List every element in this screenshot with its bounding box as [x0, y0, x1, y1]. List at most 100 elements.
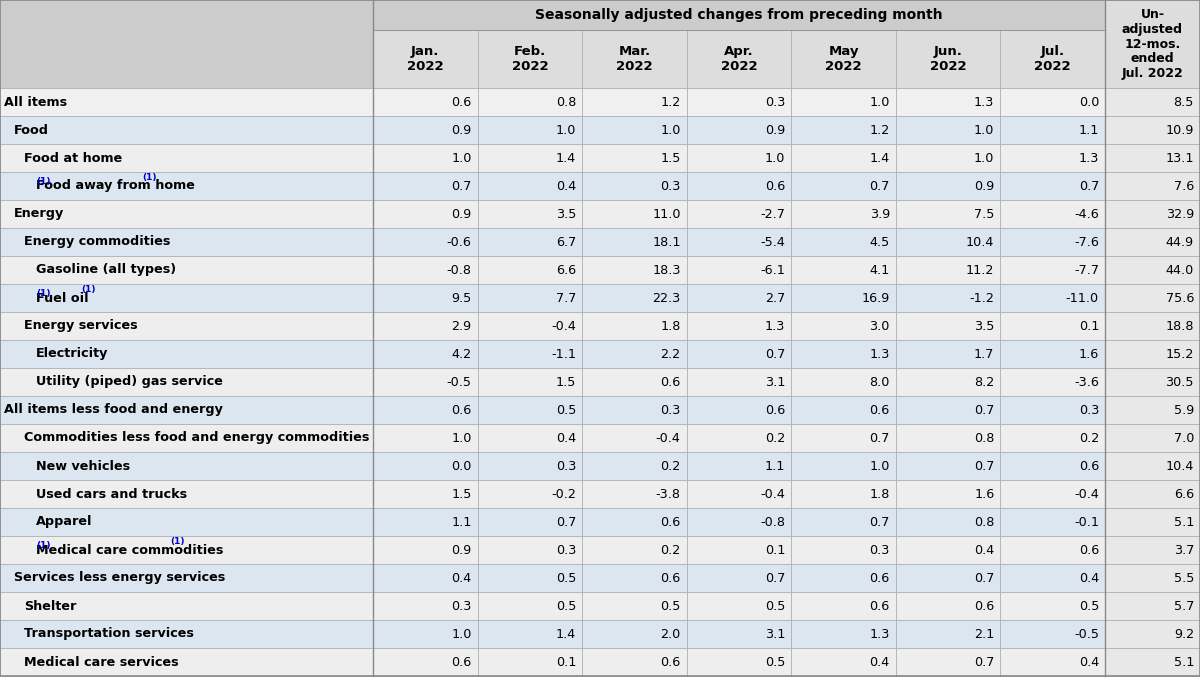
- Bar: [0, 396, 373, 424]
- Bar: [373, 88, 478, 116]
- Bar: [373, 340, 478, 368]
- Bar: [896, 312, 1001, 340]
- Text: 10.4: 10.4: [1165, 459, 1194, 473]
- Bar: [1001, 256, 1105, 284]
- Text: 1.0: 1.0: [556, 124, 576, 137]
- Bar: [1105, 368, 1200, 396]
- Text: 0.5: 0.5: [764, 655, 785, 669]
- Bar: [478, 88, 582, 116]
- Text: 1.4: 1.4: [556, 151, 576, 165]
- Bar: [1001, 200, 1105, 228]
- Bar: [478, 648, 582, 676]
- Text: 0.6: 0.6: [451, 655, 472, 669]
- Text: -7.6: -7.6: [1074, 235, 1099, 248]
- Bar: [582, 452, 686, 480]
- Text: 0.1: 0.1: [1079, 320, 1099, 332]
- Text: 0.7: 0.7: [870, 179, 890, 193]
- Bar: [0, 0, 373, 88]
- Text: 0.7: 0.7: [764, 348, 785, 360]
- Bar: [686, 172, 791, 200]
- Bar: [1001, 368, 1105, 396]
- Text: 7.7: 7.7: [556, 292, 576, 304]
- Text: 0.6: 0.6: [660, 655, 680, 669]
- Text: 1.3: 1.3: [764, 320, 785, 332]
- Text: 0.6: 0.6: [766, 403, 785, 417]
- Text: 1.0: 1.0: [451, 431, 472, 445]
- Bar: [791, 340, 896, 368]
- Text: Jul.
2022: Jul. 2022: [1034, 45, 1072, 73]
- Bar: [1001, 30, 1105, 88]
- Text: 3.7: 3.7: [1174, 544, 1194, 556]
- Bar: [1001, 508, 1105, 536]
- Text: Mar.
2022: Mar. 2022: [616, 45, 653, 73]
- Text: 1.8: 1.8: [660, 320, 680, 332]
- Bar: [1105, 480, 1200, 508]
- Bar: [1105, 284, 1200, 312]
- Text: 1.1: 1.1: [451, 516, 472, 528]
- Text: (1): (1): [170, 537, 185, 546]
- Text: 2.2: 2.2: [660, 348, 680, 360]
- Bar: [373, 620, 478, 648]
- Text: 1.0: 1.0: [764, 151, 785, 165]
- Text: -0.8: -0.8: [761, 516, 785, 528]
- Bar: [791, 256, 896, 284]
- Text: -0.5: -0.5: [446, 376, 472, 389]
- Text: -0.2: -0.2: [551, 487, 576, 500]
- Bar: [686, 536, 791, 564]
- Bar: [686, 480, 791, 508]
- Text: 0.9: 0.9: [974, 179, 995, 193]
- Bar: [791, 396, 896, 424]
- Bar: [896, 564, 1001, 592]
- Text: Food at home: Food at home: [24, 151, 122, 165]
- Bar: [0, 564, 373, 592]
- Text: 1.4: 1.4: [556, 628, 576, 641]
- Bar: [373, 144, 478, 172]
- Text: 0.0: 0.0: [451, 459, 472, 473]
- Text: 18.3: 18.3: [653, 264, 680, 276]
- Text: Fuel oil: Fuel oil: [36, 292, 89, 304]
- Text: Feb.
2022: Feb. 2022: [511, 45, 548, 73]
- Text: 0.7: 0.7: [870, 516, 890, 528]
- Bar: [1105, 88, 1200, 116]
- Bar: [373, 312, 478, 340]
- Bar: [478, 396, 582, 424]
- Bar: [1105, 452, 1200, 480]
- Bar: [896, 340, 1001, 368]
- Text: Energy: Energy: [14, 207, 65, 221]
- Text: 1.7: 1.7: [974, 348, 995, 360]
- Text: Services less energy services: Services less energy services: [14, 572, 226, 584]
- Text: 44.9: 44.9: [1166, 235, 1194, 248]
- Text: 0.4: 0.4: [1079, 572, 1099, 584]
- Text: 0.4: 0.4: [556, 179, 576, 193]
- Text: -3.8: -3.8: [655, 487, 680, 500]
- Bar: [478, 536, 582, 564]
- Bar: [1105, 536, 1200, 564]
- Bar: [478, 144, 582, 172]
- Bar: [686, 312, 791, 340]
- Text: 0.9: 0.9: [451, 207, 472, 221]
- Bar: [0, 452, 373, 480]
- Text: All items less food and energy: All items less food and energy: [4, 403, 223, 417]
- Text: -5.4: -5.4: [761, 235, 785, 248]
- Text: 0.7: 0.7: [764, 572, 785, 584]
- Bar: [896, 200, 1001, 228]
- Bar: [1001, 620, 1105, 648]
- Bar: [1105, 592, 1200, 620]
- Text: 5.1: 5.1: [1174, 655, 1194, 669]
- Bar: [896, 88, 1001, 116]
- Text: 0.7: 0.7: [974, 459, 995, 473]
- Bar: [373, 424, 478, 452]
- Text: -0.5: -0.5: [1074, 628, 1099, 641]
- Text: 0.8: 0.8: [556, 96, 576, 108]
- Bar: [478, 312, 582, 340]
- Text: 2.9: 2.9: [451, 320, 472, 332]
- Text: 7.0: 7.0: [1174, 431, 1194, 445]
- Text: -0.1: -0.1: [1074, 516, 1099, 528]
- Text: 1.0: 1.0: [451, 151, 472, 165]
- Bar: [373, 0, 1105, 30]
- Bar: [478, 172, 582, 200]
- Bar: [0, 620, 373, 648]
- Bar: [791, 116, 896, 144]
- Text: 3.0: 3.0: [870, 320, 890, 332]
- Text: 0.6: 0.6: [660, 516, 680, 528]
